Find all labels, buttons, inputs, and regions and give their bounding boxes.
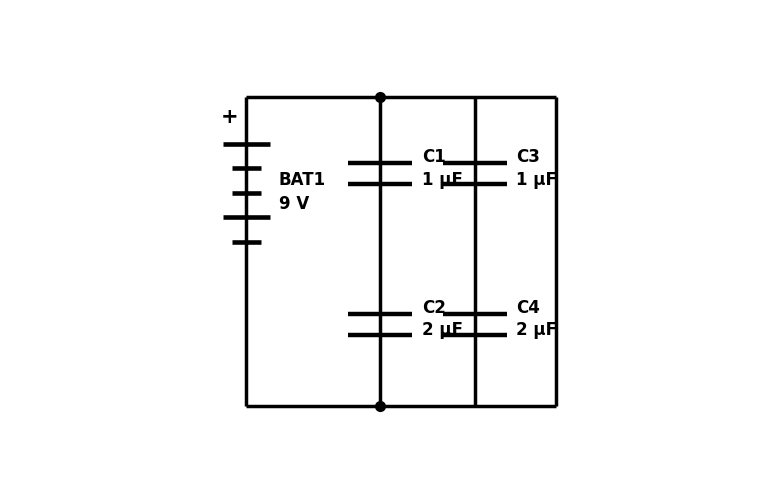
Text: 2 μF: 2 μF [422,321,463,340]
Text: 1 μF: 1 μF [516,171,557,189]
Text: C4: C4 [516,299,540,317]
Text: C2: C2 [422,299,445,317]
Text: 9 V: 9 V [279,195,309,213]
Text: +: + [220,107,238,127]
Text: C3: C3 [516,148,540,166]
Text: 1 μF: 1 μF [422,171,463,189]
Text: C1: C1 [422,148,445,166]
Text: BAT1: BAT1 [279,171,326,189]
Text: 2 μF: 2 μF [516,321,558,340]
